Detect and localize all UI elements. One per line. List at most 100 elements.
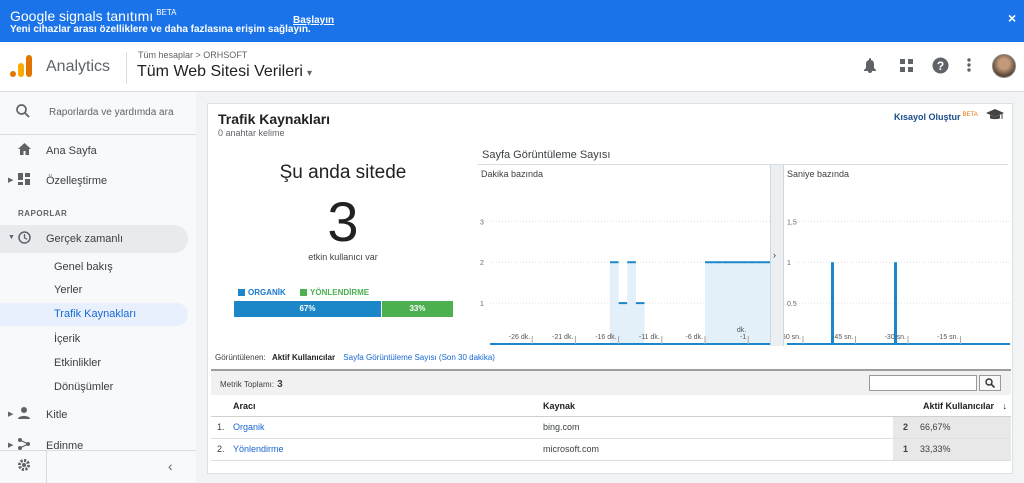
y-tick-label: 1 xyxy=(787,260,791,267)
chart-bar xyxy=(739,262,749,344)
expand-arrow-icon: ▶ xyxy=(8,442,14,449)
help-icon[interactable]: ? xyxy=(932,57,949,79)
graduation-cap-icon[interactable] xyxy=(986,108,1004,124)
row-medium-link[interactable]: Yönlendirme xyxy=(233,438,543,461)
collapse-sidebar-icon[interactable]: ‹ xyxy=(168,458,173,474)
close-icon[interactable]: × xyxy=(1008,10,1017,26)
chart-bar xyxy=(618,303,628,344)
chart-bar xyxy=(756,262,766,344)
column-source[interactable]: Kaynak xyxy=(543,397,893,417)
banner-subtitle: Yeni cihazlar arası özelliklere ve daha … xyxy=(10,24,311,35)
sidebar-item-acquisition[interactable]: ▶ Edinme xyxy=(8,438,84,453)
x-tick-label: -6 dk. xyxy=(685,334,703,341)
svg-text:?: ? xyxy=(937,59,944,73)
y-tick-label: 3 xyxy=(480,219,484,226)
y-tick-label: 2 xyxy=(480,260,484,267)
reports-section-label: RAPORLAR xyxy=(18,209,68,218)
y-tick-label: 1 xyxy=(480,301,484,308)
sidebar-item-customization[interactable]: ▶ Özelleştirme xyxy=(8,173,108,188)
per-second-label: Saniye bazında xyxy=(787,169,850,179)
keyword-count: 0 anahtar kelime xyxy=(218,128,285,138)
tab-pageviews[interactable]: Sayfa Görüntüleme Sayısı (Son 30 dakika) xyxy=(343,353,495,362)
chart-bar xyxy=(748,262,757,344)
x-tick-label: -21 dk. xyxy=(552,334,573,341)
avatar[interactable] xyxy=(992,54,1016,78)
banner-title: Google signals tanıtımı BETA xyxy=(10,8,177,24)
column-medium[interactable]: Aracı xyxy=(233,397,543,417)
breadcrumb[interactable]: Tüm hesaplar > ORHSOFT xyxy=(138,50,248,60)
sidebar-subitem-conversions[interactable]: Dönüşümler xyxy=(54,381,114,393)
row-medium-link[interactable]: Organik xyxy=(233,416,543,439)
chart-bar xyxy=(635,303,645,344)
chevron-down-icon: ▾ xyxy=(306,68,313,79)
analytics-logo xyxy=(10,55,32,77)
view-selector[interactable]: Tüm Web Sitesi Verileri ▾ xyxy=(137,63,313,80)
x-tick-label: -26 dk. xyxy=(509,334,530,341)
sidebar-footer: ‹ xyxy=(0,450,196,483)
collapse-arrow-icon: ▼ xyxy=(8,234,15,241)
banner-start-link[interactable]: Başlayın xyxy=(293,15,335,26)
sidebar-item-realtime[interactable]: ▼ Gerçek zamanlı xyxy=(0,225,188,253)
sidebar-subitem-locations[interactable]: Yerler xyxy=(54,284,83,296)
chart-bar xyxy=(730,262,740,344)
per-minute-chart: 1 2 3 -26 dk. -21 dk. -16 dk. -11 dk. -6 dk. -1 d… xyxy=(478,165,770,346)
x-tick-label: -45 sn. xyxy=(832,334,853,341)
sidebar-subitem-overview[interactable]: Genel bakış xyxy=(54,261,113,273)
acquisition-icon xyxy=(18,438,30,453)
person-icon xyxy=(18,407,30,422)
x-tick-label: -30 sn. xyxy=(885,334,906,341)
chart-bar xyxy=(627,262,636,344)
chart-bar xyxy=(713,262,723,344)
chart-bar xyxy=(705,262,714,344)
sidebar-subitem-content[interactable]: İçerik xyxy=(54,333,81,345)
more-vert-icon[interactable] xyxy=(967,57,971,78)
now-on-site-title: Şu anda sitede xyxy=(279,162,407,183)
column-active-users[interactable]: Aktif Kullanıcılar ↓ xyxy=(893,397,1011,417)
gear-icon[interactable] xyxy=(17,458,31,475)
sidebar-subitem-events[interactable]: Etkinlikler xyxy=(54,357,102,369)
row-percent: 66,67% xyxy=(913,416,1011,439)
y-tick-label: 1,5 xyxy=(787,219,797,226)
chart-bar xyxy=(609,262,619,344)
x-tick-label: -11 dk. xyxy=(639,334,660,341)
x-tick-label: -16 dk. xyxy=(595,334,616,341)
apps-grid-icon[interactable] xyxy=(900,59,914,78)
legend-organic: ORGANİK xyxy=(238,288,286,297)
table-search-button[interactable] xyxy=(979,375,1001,391)
traffic-sources-card: Trafik Kaynakları 0 anahtar kelime Kısay… xyxy=(207,103,1013,474)
sidebar-subitem-traffic-sources[interactable]: Trafik Kaynakları xyxy=(0,303,188,326)
announcement-banner: Google signals tanıtımı BETA Yeni cihazla… xyxy=(0,0,1024,42)
sidebar-item-audience[interactable]: ▶ Kitle xyxy=(8,407,68,422)
pageviews-title: Sayfa Görüntüleme Sayısı xyxy=(482,149,611,161)
sidebar-item-home[interactable]: Ana Sayfa xyxy=(0,137,188,165)
app-name: Analytics xyxy=(46,58,111,75)
search-icon xyxy=(16,104,30,122)
sidebar-search[interactable]: Raporlarda ve yardımda ara xyxy=(16,104,174,122)
expand-arrow-icon: ▶ xyxy=(8,177,14,184)
create-shortcut-button[interactable]: Kısayol Oluştur BETA xyxy=(894,112,978,122)
sort-down-icon: ↓ xyxy=(1002,401,1008,412)
tab-active-users[interactable]: Aktif Kullanıcılar xyxy=(271,353,336,362)
active-user-count: 3 xyxy=(327,190,359,253)
split-bar-organic: 67% xyxy=(234,301,381,317)
sources-table: Aracı Kaynak Aktif Kullanıcılar ↓ 1. Org… xyxy=(211,397,1011,461)
chart-bar xyxy=(765,262,770,344)
split-bar-referral: 33% xyxy=(382,301,453,317)
view-tabs: Görüntülenen: Aktif Kullanıcılar Sayfa G… xyxy=(215,353,495,362)
home-icon xyxy=(18,143,31,158)
x-tick-label: dk. xyxy=(737,327,746,334)
per-second-chart: 0.5 1 1,5 -60 sn. -45 sn. -30 sn. -15 sn. Sani… xyxy=(784,165,1010,346)
bell-icon[interactable] xyxy=(863,57,877,78)
per-minute-label: Dakika bazında xyxy=(481,169,544,179)
split-legend: ORGANİK YÖNLENDİRME xyxy=(238,288,369,297)
expand-arrow-icon: ▶ xyxy=(8,411,14,418)
chart-bar xyxy=(831,262,834,344)
table-row: 2. Yönlendirme microsoft.com 1 33,33% xyxy=(211,438,1011,461)
chart-bar xyxy=(894,262,897,344)
traffic-split-bar: 67% 33% xyxy=(234,301,453,317)
chevron-right-icon: › xyxy=(773,250,776,260)
x-tick-label: -60 sn. xyxy=(784,334,801,341)
table-search-input[interactable] xyxy=(869,375,977,391)
dashboard-icon xyxy=(18,173,30,188)
metric-total: Metrik Toplamı: 3 xyxy=(220,379,283,390)
